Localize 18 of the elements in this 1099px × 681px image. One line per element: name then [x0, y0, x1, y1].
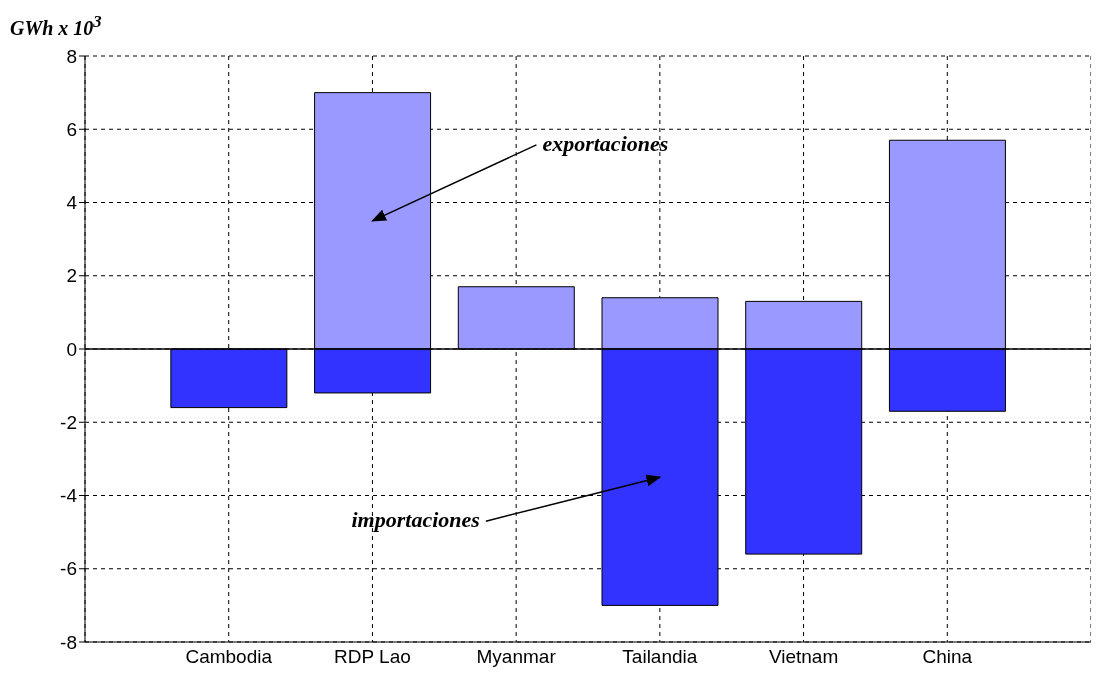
x-tick-label: RDP Lao	[334, 646, 411, 668]
x-tick-label: Tailandia	[622, 646, 698, 668]
y-axis-title: GWh x 10$^{3}$	[10, 12, 102, 40]
x-tick-label: Vietnam	[768, 646, 839, 668]
y-tick-label: -6	[60, 558, 77, 580]
y-tick-label: 4	[66, 192, 78, 214]
x-tick-label: Cambodia	[185, 646, 273, 668]
y-tick-label: 0	[66, 338, 77, 360]
x-tick-label: China	[922, 646, 973, 668]
y-tick-label: 6	[66, 119, 77, 140]
y-tick-label: -8	[60, 631, 77, 653]
text: exportaciones	[542, 130, 669, 156]
text: importaciones	[351, 507, 480, 533]
y-tick-label: -4	[60, 485, 78, 507]
y-tick-label: -2	[60, 411, 77, 433]
x-tick-label: Myanmar	[476, 646, 557, 668]
y-tick-label: 2	[66, 265, 77, 287]
y-tick-label: 8	[66, 45, 77, 67]
